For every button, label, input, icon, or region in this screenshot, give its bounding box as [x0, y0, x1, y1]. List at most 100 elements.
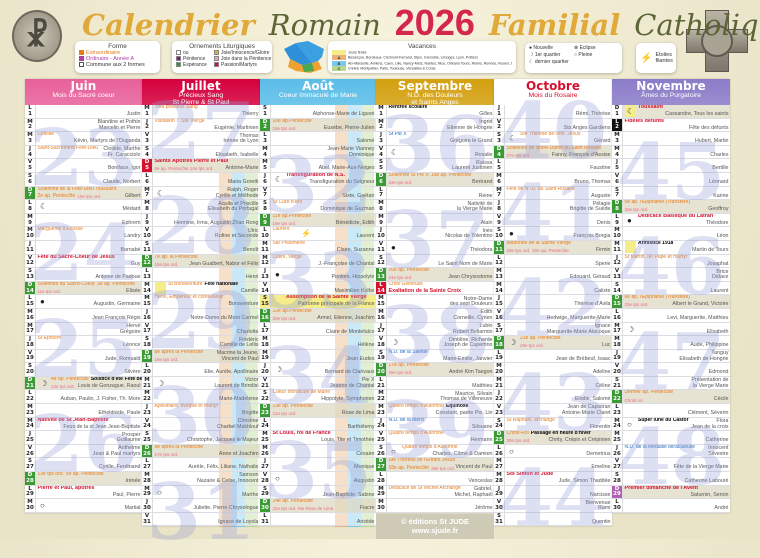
day-number: 2	[379, 124, 383, 131]
day-letter: L	[28, 200, 32, 207]
day-number: 1	[615, 110, 619, 117]
footer-url[interactable]: www.sjude.fr	[411, 526, 459, 535]
saint-name: Cyrille, Ferdinand	[98, 464, 141, 471]
saint-name: Gilbert	[124, 192, 141, 199]
ordinary-time-label: 16e tps ord.	[154, 356, 179, 362]
day-number: 1	[28, 110, 32, 117]
day-row: M 8 Aquila et Priscille Elisabeth du Portug…	[142, 200, 260, 214]
legend-vacances-item: B Aix-Marseille, Amiens, Caen, Lille, Nan…	[332, 60, 512, 66]
saint-name: Jeanne de Chantal	[330, 382, 375, 389]
day-letter: S	[263, 390, 267, 397]
day-letter: S	[497, 417, 501, 424]
day-letter: M	[144, 186, 150, 193]
day-row: J 3 Grégoire le Grand St Pie X	[376, 132, 494, 146]
feast-label: St Ephrem	[37, 336, 62, 342]
saint-name: Faustine	[590, 165, 611, 172]
feast-red-label: Exaltation de la Sainte Croix	[388, 287, 462, 294]
day-number: 5	[497, 165, 501, 172]
legend-ornement-label: Passion/Martyrs	[221, 62, 257, 68]
day-number: 17	[143, 328, 151, 335]
month-column-août: Août Coeur Immaculé de Marie S 1 Alphonse-Ma…	[260, 79, 376, 527]
day-cell: M 30	[25, 499, 36, 512]
day-number: 18	[495, 341, 503, 348]
saint-name: Brigitte	[242, 410, 259, 417]
saint-name: Didace	[712, 274, 729, 281]
day-cell: L 12	[494, 254, 505, 268]
note-label: Fête nationale	[204, 281, 239, 287]
day-row: M 20 Adeline	[494, 363, 612, 377]
note-label: Passage en heure d'hiver	[530, 431, 591, 437]
day-content: Hermann Quatre temps d'Automne	[387, 431, 494, 444]
day-number: 9	[28, 219, 32, 226]
day-letter: M	[378, 200, 384, 207]
day-row: V 21 Pie X Jeanne de Chantal	[260, 376, 376, 391]
feast-label: Ste Philomène	[272, 240, 306, 246]
title-familial: Familial	[488, 8, 621, 42]
day-letter: D	[496, 145, 502, 152]
day-content: Thierry Très précieux Sang	[153, 105, 260, 118]
day-cell: M 22	[142, 390, 153, 404]
day-content: Albert le Grand, Victoire 6e ap. l'Epipha…	[623, 295, 730, 308]
day-number: 9	[615, 219, 619, 226]
day-cell: L 29	[25, 485, 36, 499]
day-number: 19	[495, 355, 503, 362]
day-letter: J	[379, 417, 383, 424]
day-row: L 2 Fête des défunts Fidèles défunts	[612, 118, 730, 133]
day-number: 7	[263, 192, 267, 199]
day-content: Jude, Simon Thaddée Sts Simon et Jude	[505, 472, 612, 485]
legend-lune-item: ● Nouvelle	[529, 45, 574, 52]
day-letter: L	[615, 499, 619, 506]
feast-label: Claire, vierge	[272, 254, 302, 260]
day-content: Ignace de Loyola	[153, 513, 260, 526]
saint-name: Marcelin et Pierre	[98, 124, 141, 131]
day-letter: V	[378, 431, 384, 438]
ordinary-time-label: 10e tps ord.	[77, 193, 102, 199]
day-cell: V 16	[494, 308, 505, 322]
legend-ornement-item: Pénitence	[176, 56, 214, 62]
saint-name: Thierry	[242, 111, 259, 117]
saint-name: Louis de Gonzague, Raoul	[77, 382, 141, 389]
moon-full-icon: ○	[509, 446, 514, 456]
month-header: Septembre N.D. des Douleurs et Saints Ang…	[376, 79, 494, 106]
legend-ornement-item: Passion/Martyrs	[214, 62, 274, 68]
saint-name: Marthe	[242, 491, 259, 498]
day-cell: S 11	[142, 240, 153, 254]
day-letter: J	[145, 499, 149, 506]
title-year: 2026	[394, 2, 475, 43]
day-content: Fanny, François d'Assise Solennité de Not…	[505, 146, 612, 159]
day-number: 15	[377, 301, 385, 308]
day-content: Gilles Rentrée scolaire	[387, 105, 494, 118]
day-number: 31	[143, 518, 151, 525]
day-cell: S 12	[376, 254, 387, 268]
feast-label: 17e ap. Pentecôte	[388, 363, 430, 369]
day-row: L 9 ● Théodore Dédicace Basilique du Latran	[612, 213, 730, 228]
day-content: Claire, Suzanne Ste Philomène	[271, 241, 376, 254]
day-content: Catherine Labouré	[623, 472, 730, 485]
feast-label: 5e ap. l'Epiphanie (Transféré)	[624, 200, 691, 206]
saint-name: Catherine Labouré	[684, 478, 729, 485]
day-number: 14	[377, 287, 385, 294]
saint-name: Cassandre, Tous les saints	[665, 111, 729, 117]
day-letter: S	[379, 159, 383, 166]
day-content: Bonaventure Henri, Empereur et confesseur	[153, 295, 260, 308]
saint-name: Brigitte de Suède	[569, 206, 611, 213]
day-letter: J	[497, 390, 501, 397]
day-number: 13	[26, 273, 34, 280]
note-label: Fête des Pères	[124, 376, 142, 382]
month-column-juillet: Juillet Précieux Sang St Pierre & St Paul…	[142, 79, 260, 552]
day-content: ● François Borgia	[505, 227, 612, 240]
day-number: 26	[377, 450, 385, 457]
day-letter: S	[497, 512, 501, 519]
day-number: 6	[497, 178, 501, 185]
day-content: Pélagie Brigitte de Suède	[505, 200, 612, 213]
day-letter: M	[496, 376, 502, 383]
day-content: Kévin, Martyrs de l'Ouganda Clotilde	[36, 132, 142, 145]
day-letter: S	[28, 172, 32, 179]
day-number: 21	[261, 382, 269, 389]
feast-label: Clotilde	[37, 132, 55, 138]
day-number: 8	[145, 205, 149, 212]
